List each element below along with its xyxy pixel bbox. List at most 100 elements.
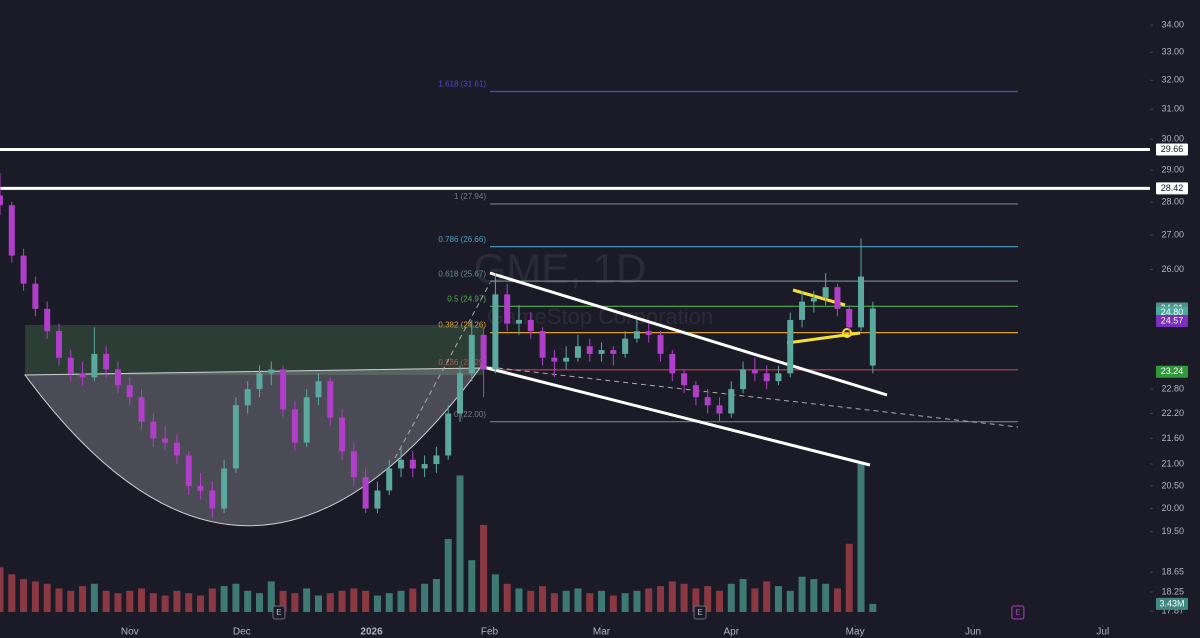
candle-body: [869, 308, 876, 366]
candle-body: [822, 287, 829, 298]
volume-bar: [550, 593, 558, 612]
price-label-box: [1156, 365, 1188, 378]
candle-body: [209, 490, 216, 509]
volume-bar: [90, 583, 98, 612]
candle-body: [539, 331, 546, 358]
x-tick-label: 2026: [360, 627, 383, 638]
y-tick-label: 29.00: [1161, 164, 1184, 174]
candle-body: [126, 385, 133, 398]
y-tick-label: 27.00: [1161, 230, 1184, 240]
volume-bar: [739, 579, 747, 612]
volume-bar: [0, 567, 4, 612]
price-label: 29.66: [1161, 144, 1184, 154]
candle-body: [716, 405, 723, 414]
candle-body: [622, 338, 629, 354]
candle-body: [586, 346, 593, 354]
volume-bar: [43, 583, 51, 612]
volume-bar: [633, 590, 641, 612]
candle-body: [339, 417, 346, 452]
volume-bar: [338, 590, 346, 612]
candle-body: [103, 353, 110, 370]
volume-bar: [79, 586, 87, 612]
candle-body: [291, 409, 298, 443]
candle-body: [681, 373, 688, 386]
candle-body: [692, 385, 699, 398]
event-label: E: [1015, 608, 1020, 617]
volume-bar: [114, 593, 122, 612]
x-tick-label: Mar: [593, 627, 611, 638]
candle-body: [44, 308, 51, 332]
volume-bar: [55, 588, 63, 612]
volume-bar: [727, 583, 735, 612]
volume-bar: [255, 593, 263, 612]
volume-bar: [397, 590, 405, 612]
y-tick-label: 26.00: [1161, 264, 1184, 274]
volume-bar: [680, 583, 688, 612]
volume-bar: [515, 588, 523, 612]
candle-body: [633, 331, 640, 339]
volume-bar: [385, 593, 393, 612]
candle-body: [197, 486, 204, 491]
price-label: 24.80: [1161, 307, 1184, 317]
y-tick-label: 20.00: [1161, 503, 1184, 513]
y-tick-label: 21.60: [1161, 433, 1184, 443]
volume-bar: [432, 579, 440, 612]
candle-body: [8, 205, 15, 256]
candle-body: [256, 373, 263, 390]
volume-bar: [126, 590, 134, 612]
volume-bar: [810, 579, 818, 612]
fib-label: 1 (27.94): [454, 192, 486, 201]
fib-label: 0.236 (23.29): [438, 358, 486, 367]
candle-body: [468, 334, 475, 374]
candle-body: [138, 397, 145, 422]
volume-bar: [798, 576, 806, 612]
volume-bar: [373, 595, 381, 612]
fib-label: 0.5 (24.97): [447, 294, 486, 303]
candle-body: [173, 442, 180, 456]
y-tick-label: 22.20: [1161, 408, 1184, 418]
y-tick-label: 30.00: [1161, 134, 1184, 144]
candle-body: [409, 459, 416, 469]
candle-body: [457, 373, 463, 414]
channel-upper: [489, 271, 888, 397]
y-tick-label: 32.00: [1161, 75, 1184, 85]
volume-bar: [350, 588, 358, 612]
price-label-box: [1156, 315, 1188, 328]
candle-body: [32, 283, 39, 309]
fib-label: 0 (22.00): [454, 410, 486, 419]
candle-body: [669, 353, 676, 374]
volume-bar: [362, 590, 370, 612]
candle-body: [280, 369, 287, 410]
volume-bar: [491, 574, 499, 612]
volume-bar: [149, 593, 157, 612]
event-label: E: [697, 608, 702, 617]
dashed-trend: [479, 365, 1019, 428]
y-tick-label: 21.00: [1161, 458, 1184, 468]
candle-body: [362, 477, 369, 509]
candle-body: [433, 455, 440, 465]
candle-body: [504, 294, 511, 324]
price-label: 28.42: [1161, 183, 1184, 193]
candle-body: [810, 297, 817, 302]
volume-bar: [303, 588, 311, 612]
drawings: [0, 173, 1019, 527]
volume-bar: [31, 581, 39, 612]
volume-bar: [409, 588, 417, 612]
volume-bar: [468, 560, 476, 612]
candle-body: [232, 405, 239, 469]
volume-bar: [645, 588, 653, 612]
candle-body: [350, 451, 357, 478]
candle-body: [421, 464, 428, 469]
volume-bar: [763, 581, 771, 612]
pattern-point: [842, 328, 852, 338]
candle-body: [740, 369, 747, 390]
volume-bar: [586, 593, 594, 612]
candle-body: [574, 346, 581, 358]
volume-bar: [774, 586, 782, 612]
candle-body: [799, 301, 806, 320]
volume-bar: [503, 583, 511, 612]
y-tick-label: 22.80: [1161, 384, 1184, 394]
candle-body: [150, 421, 157, 439]
channel-lower: [482, 365, 871, 467]
